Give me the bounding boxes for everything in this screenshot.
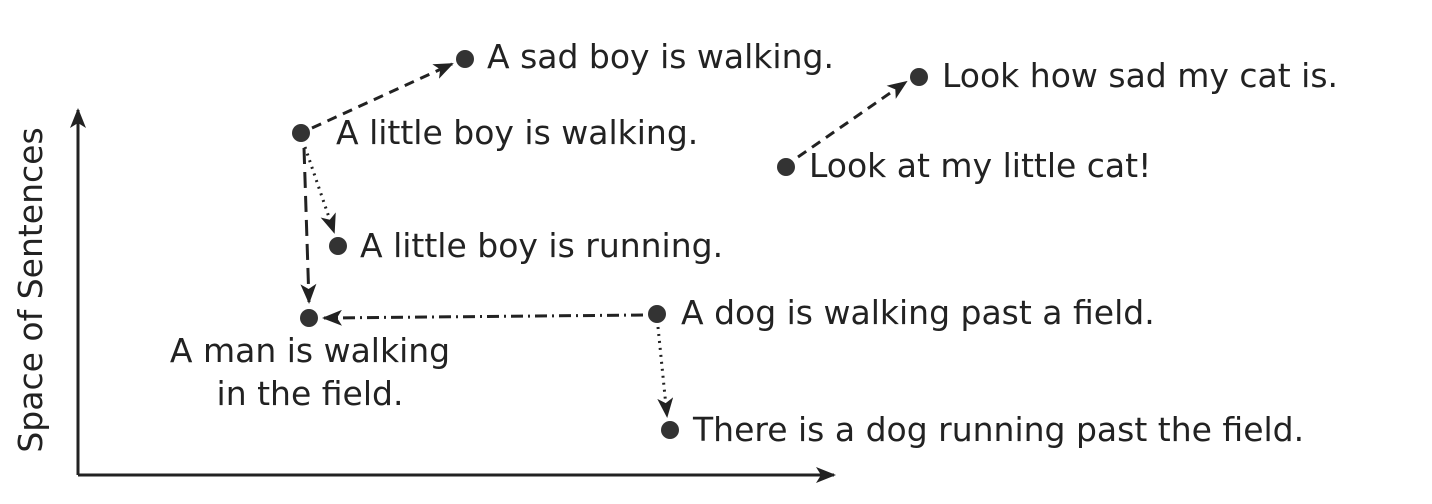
- label-man-line2: in the field.: [217, 374, 404, 413]
- point-little-cat: [777, 158, 795, 176]
- y-axis-title: Space of Sentences: [11, 127, 50, 452]
- label-dog-walking: A dog is walking past a field.: [681, 293, 1155, 332]
- label-man-line1: A man is walking: [170, 331, 450, 370]
- point-man: [300, 309, 318, 327]
- point-little-boy: [292, 124, 310, 142]
- arrow-dog-walking-to-man: [322, 309, 644, 326]
- arrow-dog-walking-to-dog-running: [656, 326, 674, 418]
- label-sad-cat: Look how sad my cat is.: [942, 56, 1338, 95]
- point-sad-cat: [910, 68, 928, 86]
- label-dog-running: There is a dog running past the field.: [692, 410, 1304, 449]
- sentence-points: [292, 50, 928, 439]
- arrow-little-boy-to-man: [300, 147, 317, 304]
- axes: Space of Sentences: [11, 108, 836, 483]
- label-little-cat: Look at my little cat!: [809, 146, 1151, 185]
- point-little-boy-running: [329, 237, 347, 255]
- relation-arrows: [300, 62, 908, 418]
- label-little-boy-running: A little boy is running.: [360, 226, 723, 265]
- point-dog-running: [661, 421, 679, 439]
- point-sad-boy: [456, 50, 474, 68]
- arrow-little-cat-to-sad-cat: [797, 80, 908, 159]
- arrow-little-boy-to-sad-boy: [311, 62, 454, 130]
- label-little-boy: A little boy is walking.: [336, 113, 698, 152]
- arrow-little-boy-to-running: [303, 146, 336, 234]
- sentence-labels: A sad boy is walking. A little boy is wa…: [170, 37, 1338, 449]
- point-dog-walking: [648, 305, 666, 323]
- label-sad-boy: A sad boy is walking.: [487, 37, 834, 76]
